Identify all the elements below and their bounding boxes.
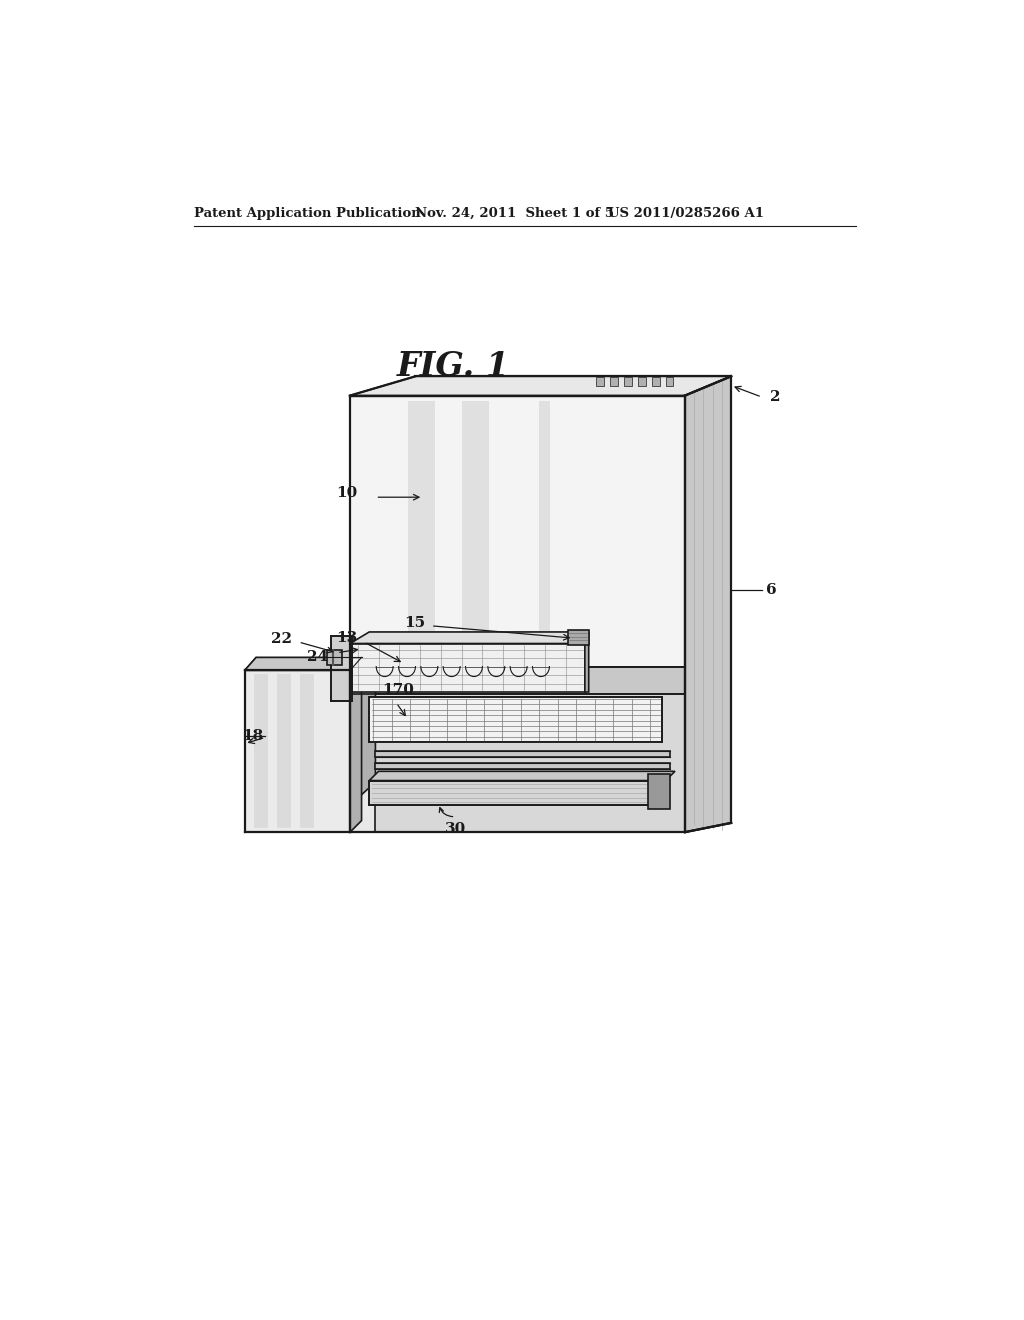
Polygon shape: [462, 401, 488, 689]
Text: 170: 170: [383, 684, 415, 697]
Text: 6: 6: [766, 582, 776, 597]
Polygon shape: [625, 378, 632, 387]
FancyArrowPatch shape: [439, 808, 453, 817]
Polygon shape: [376, 751, 670, 758]
Text: 30: 30: [444, 822, 466, 836]
Polygon shape: [539, 401, 550, 689]
Polygon shape: [350, 667, 376, 805]
Polygon shape: [376, 667, 685, 832]
Polygon shape: [350, 657, 361, 832]
Polygon shape: [376, 667, 685, 693]
Polygon shape: [376, 763, 670, 770]
Polygon shape: [585, 632, 589, 692]
Polygon shape: [666, 378, 674, 387]
Text: US 2011/0285266 A1: US 2011/0285266 A1: [608, 206, 764, 219]
Polygon shape: [350, 644, 585, 692]
Text: 13: 13: [337, 631, 357, 645]
Polygon shape: [245, 657, 361, 671]
Polygon shape: [350, 632, 589, 644]
Polygon shape: [300, 675, 313, 829]
Text: 15: 15: [404, 616, 425, 631]
Polygon shape: [408, 401, 435, 689]
Polygon shape: [652, 378, 659, 387]
Text: Nov. 24, 2011  Sheet 1 of 5: Nov. 24, 2011 Sheet 1 of 5: [416, 206, 614, 219]
Polygon shape: [370, 697, 662, 742]
Text: 2: 2: [770, 391, 780, 404]
Polygon shape: [370, 780, 666, 805]
Polygon shape: [638, 378, 646, 387]
Polygon shape: [596, 378, 604, 387]
Text: 18: 18: [242, 729, 263, 743]
Polygon shape: [648, 775, 670, 809]
Polygon shape: [610, 378, 617, 387]
Text: 22: 22: [271, 632, 292, 645]
Text: FIG. 1: FIG. 1: [397, 350, 510, 383]
Polygon shape: [350, 396, 685, 693]
Polygon shape: [350, 376, 731, 396]
Polygon shape: [331, 636, 352, 701]
Polygon shape: [568, 631, 589, 645]
Polygon shape: [685, 376, 731, 832]
Polygon shape: [370, 771, 675, 780]
Text: 24: 24: [306, 651, 328, 664]
Polygon shape: [276, 675, 291, 829]
Polygon shape: [245, 671, 350, 832]
Text: 10: 10: [337, 486, 357, 500]
Text: Patent Application Publication: Patent Application Publication: [194, 206, 421, 219]
Polygon shape: [254, 675, 267, 829]
Polygon shape: [350, 693, 685, 832]
Polygon shape: [327, 649, 342, 665]
